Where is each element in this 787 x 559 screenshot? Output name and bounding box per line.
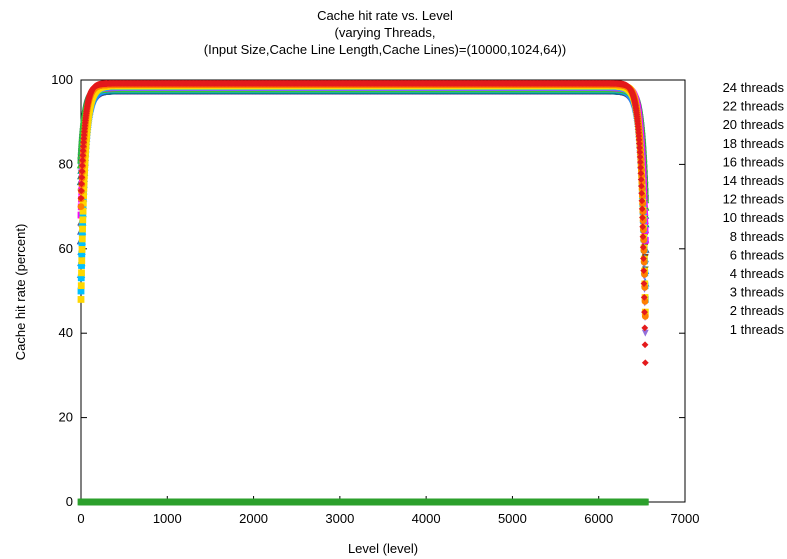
y-tick-label: 20: [59, 410, 73, 425]
series-2-threads: [77, 87, 649, 202]
y-tick-label: 60: [59, 241, 73, 256]
x-tick-label: 5000: [498, 511, 527, 526]
zero-series: [77, 498, 649, 506]
plot-frame: [80, 79, 686, 503]
chart-title-line-1: Cache hit rate vs. Level: [317, 8, 453, 23]
series-4-threads: [76, 86, 650, 253]
y-tick-label: 80: [59, 156, 73, 171]
series-8-threads: [77, 86, 649, 274]
chart-title-line-2: (varying Threads,: [335, 25, 436, 40]
x-tick-label: 4000: [412, 511, 441, 526]
series-3-threads: [77, 87, 649, 236]
x-tick-label: 2000: [239, 511, 268, 526]
x-tick-label: 3000: [325, 511, 354, 526]
chart-title-line-3: (Input Size,Cache Line Length,Cache Line…: [204, 42, 566, 57]
x-tick-label: 7000: [671, 511, 700, 526]
series-6-threads: [76, 85, 650, 228]
y-tick-label: 0: [66, 494, 73, 509]
data-point: [641, 329, 649, 337]
x-tick-label: 1000: [153, 511, 182, 526]
x-tick-label: 0: [77, 511, 84, 526]
plot-area: 0 1000 2000 3000 4000 5000 6000 7000 0 20 40 60 80 10…: [51, 72, 699, 526]
chart-title: Cache hit rate vs. Level (varying Thread…: [204, 8, 566, 57]
series-1-threads: [77, 87, 649, 337]
x-tick-label: 6000: [584, 511, 613, 526]
y-tick-label: 100: [51, 72, 73, 87]
data-point: [641, 498, 649, 506]
y-tick-label: 40: [59, 325, 73, 340]
